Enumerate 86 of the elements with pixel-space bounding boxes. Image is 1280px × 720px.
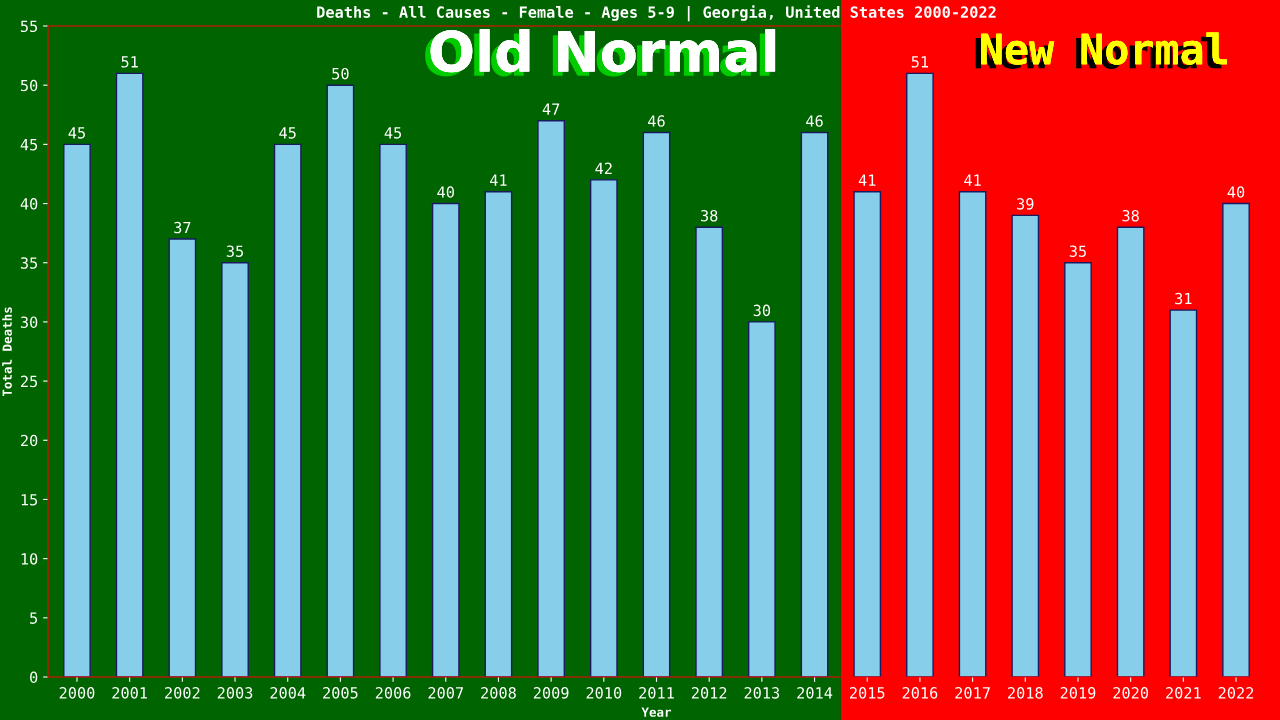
x-tick-label: 2013 bbox=[744, 687, 780, 699]
bar bbox=[326, 84, 355, 677]
x-tick-label: 2022 bbox=[1218, 687, 1254, 699]
bar bbox=[1011, 214, 1040, 677]
band-label: Old Normal bbox=[425, 29, 776, 77]
y-tick-label: 30 bbox=[20, 316, 38, 328]
bar bbox=[589, 179, 618, 677]
y-tick-label: 25 bbox=[21, 375, 38, 388]
x-tick-label: 2009 bbox=[533, 687, 569, 699]
bar bbox=[800, 131, 829, 677]
x-tick-label: 2019 bbox=[1060, 687, 1096, 699]
data-label: 40 bbox=[437, 186, 454, 198]
x-tick-label: 2011 bbox=[639, 687, 674, 699]
y-tick-label: 40 bbox=[20, 198, 38, 210]
data-label: 35 bbox=[226, 245, 243, 257]
bar bbox=[1064, 262, 1092, 677]
bar bbox=[695, 226, 724, 677]
data-label: 30 bbox=[753, 304, 771, 317]
x-tick-label: 2005 bbox=[323, 687, 358, 699]
y-tick-label: 20 bbox=[21, 434, 38, 447]
data-label: 46 bbox=[806, 115, 823, 127]
x-tick-label: 2000 bbox=[59, 687, 95, 699]
data-label: 50 bbox=[332, 67, 349, 80]
data-label: 38 bbox=[1122, 209, 1139, 222]
bar bbox=[642, 131, 671, 677]
bar bbox=[1222, 202, 1250, 677]
y-axis-title: Total Deaths bbox=[2, 307, 12, 397]
bar bbox=[906, 72, 934, 677]
data-label: 51 bbox=[121, 56, 138, 68]
y-tick-label: 55 bbox=[20, 20, 38, 33]
x-axis-title: Year bbox=[641, 707, 672, 717]
x-tick-label: 2003 bbox=[217, 687, 253, 699]
x-tick-label: 2008 bbox=[481, 687, 516, 699]
bar bbox=[115, 72, 144, 677]
x-tick-label: 2017 bbox=[955, 687, 990, 699]
data-label: 46 bbox=[648, 115, 665, 127]
data-label: 41 bbox=[490, 174, 507, 186]
data-label: 45 bbox=[279, 127, 296, 139]
bar bbox=[1169, 309, 1198, 677]
bar bbox=[484, 191, 513, 677]
x-tick-label: 2001 bbox=[112, 687, 148, 699]
data-label: 47 bbox=[542, 103, 560, 115]
x-tick-label: 2012 bbox=[691, 687, 727, 699]
bar bbox=[1116, 226, 1145, 677]
bar bbox=[537, 119, 565, 677]
x-tick-label: 2004 bbox=[270, 687, 306, 699]
data-label: 41 bbox=[964, 174, 981, 186]
data-label: 45 bbox=[68, 127, 85, 139]
y-tick-label: 15 bbox=[21, 494, 38, 506]
band-label: New Normal bbox=[975, 32, 1227, 69]
x-tick-label: 2014 bbox=[797, 687, 833, 699]
data-label: 42 bbox=[595, 162, 612, 174]
data-label: 38 bbox=[701, 209, 718, 222]
data-label: 40 bbox=[1227, 186, 1245, 198]
x-tick-label: 2002 bbox=[165, 687, 200, 699]
bar bbox=[431, 202, 460, 677]
y-tick-label: 35 bbox=[20, 257, 38, 269]
x-tick-label: 2016 bbox=[902, 687, 938, 699]
y-tick-label: 5 bbox=[30, 612, 38, 624]
y-tick-label: 0 bbox=[30, 671, 38, 684]
bar bbox=[168, 238, 197, 677]
bar bbox=[273, 143, 302, 677]
data-label: 45 bbox=[384, 127, 402, 139]
data-label: 51 bbox=[911, 56, 929, 68]
x-tick-label: 2018 bbox=[1008, 687, 1043, 699]
x-tick-label: 2010 bbox=[586, 687, 622, 699]
bar bbox=[958, 191, 987, 677]
bar bbox=[221, 262, 249, 677]
bar bbox=[748, 321, 776, 677]
x-tick-label: 2020 bbox=[1113, 687, 1149, 699]
y-tick-label: 10 bbox=[21, 553, 38, 565]
data-label: 31 bbox=[1175, 292, 1192, 305]
x-tick-label: 2021 bbox=[1166, 687, 1201, 699]
data-label: 41 bbox=[858, 174, 876, 186]
bar bbox=[379, 143, 407, 677]
data-label: 35 bbox=[1069, 245, 1086, 257]
y-tick-label: 50 bbox=[20, 79, 38, 92]
chart-title: Deaths - All Causes - Female - Ages 5-9 | Georgia, United States 2000-2022 bbox=[317, 5, 996, 22]
bar bbox=[853, 191, 882, 677]
data-label: 37 bbox=[174, 221, 191, 234]
data-label: 39 bbox=[1017, 198, 1034, 210]
x-tick-label: 2007 bbox=[428, 687, 464, 699]
x-tick-label: 2015 bbox=[849, 687, 885, 699]
y-tick-label: 45 bbox=[20, 139, 38, 151]
bar bbox=[63, 143, 91, 677]
x-tick-label: 2006 bbox=[375, 687, 411, 699]
